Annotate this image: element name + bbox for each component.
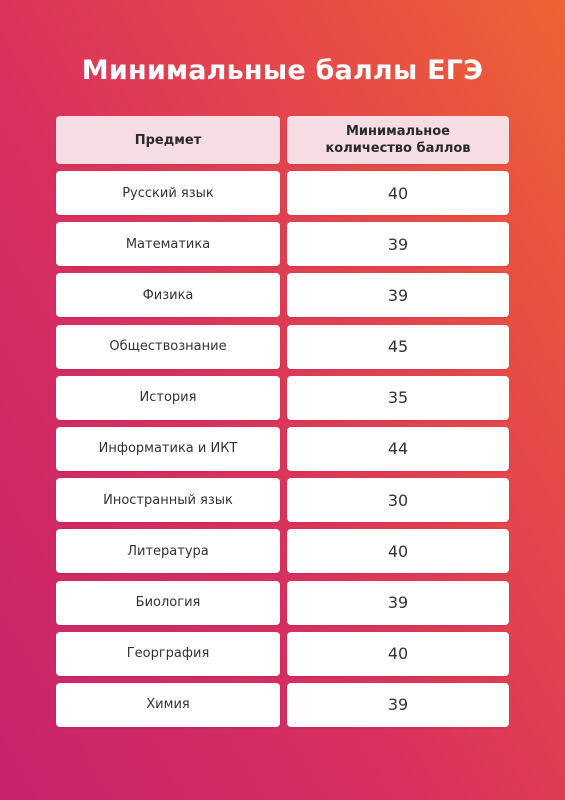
header-min-score-line1: Минимальное bbox=[345, 124, 450, 139]
header-min-score-label: Минимальное количество баллов bbox=[325, 123, 470, 157]
table-row: Математика 39 bbox=[56, 222, 509, 267]
subject-cell: Обществознание bbox=[56, 324, 280, 369]
score-cell: 40 bbox=[287, 631, 509, 676]
table-row: Физика 39 bbox=[56, 273, 509, 318]
subject-cell: Литература bbox=[56, 529, 280, 574]
score-cell: 39 bbox=[287, 682, 509, 727]
score-cell: 39 bbox=[287, 273, 509, 318]
table-row: Обществознание 45 bbox=[56, 324, 509, 369]
table-row: Русский язык 40 bbox=[56, 171, 509, 215]
page-title: Минимальные баллы ЕГЭ bbox=[81, 55, 484, 86]
subject-cell: Русский язык bbox=[56, 171, 280, 215]
table-row: Литература 40 bbox=[56, 529, 509, 574]
score-cell: 35 bbox=[287, 375, 509, 420]
subject-cell: Биология bbox=[56, 580, 280, 625]
table-row: История 35 bbox=[56, 375, 509, 420]
score-cell: 30 bbox=[287, 478, 509, 523]
header-min-score: Минимальное количество баллов bbox=[287, 116, 509, 164]
subject-cell: Математика bbox=[56, 222, 280, 267]
subject-cell: Физика bbox=[56, 273, 280, 318]
score-cell: 39 bbox=[287, 222, 509, 267]
header-min-score-line2: количество баллов bbox=[325, 141, 471, 156]
score-cell: 40 bbox=[287, 171, 509, 215]
subject-cell: Химия bbox=[56, 682, 280, 727]
table-row: Информатика и ИКТ 44 bbox=[56, 426, 509, 471]
score-cell: 39 bbox=[287, 580, 509, 625]
score-cell: 44 bbox=[287, 426, 509, 471]
table-row: Георграфия 40 bbox=[56, 631, 509, 676]
subject-cell: Иностранный язык bbox=[56, 478, 280, 523]
subject-cell: Георграфия bbox=[56, 631, 280, 676]
table-row: Биология 39 bbox=[56, 580, 509, 625]
score-cell: 40 bbox=[287, 529, 509, 574]
subject-cell: Информатика и ИКТ bbox=[56, 426, 280, 471]
subject-cell: История bbox=[56, 375, 280, 420]
header-subject-label: Предмет bbox=[134, 132, 202, 148]
table-row: Химия 39 bbox=[56, 682, 509, 727]
header-subject: Предмет bbox=[56, 116, 280, 164]
table-row: Иностранный язык 30 bbox=[56, 478, 509, 523]
score-cell: 45 bbox=[287, 324, 509, 369]
scores-table: Русский язык 40 Математика 39 Физика 39 … bbox=[56, 171, 509, 734]
